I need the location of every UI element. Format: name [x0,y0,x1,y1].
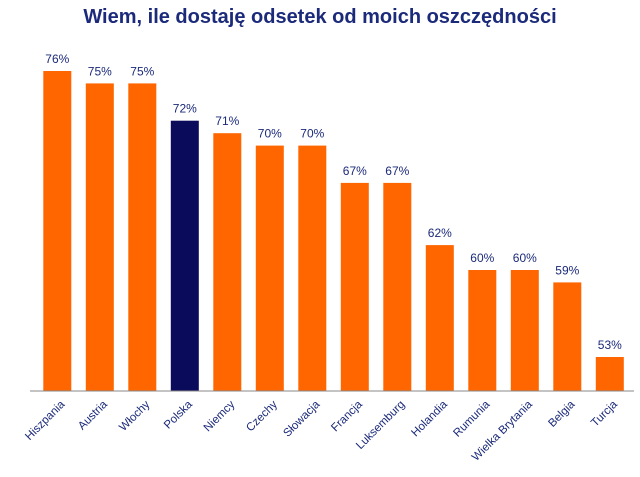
value-label: 59% [555,263,579,277]
value-label: 67% [343,164,367,178]
category-label: Hiszpania [23,398,68,443]
value-label: 75% [130,64,154,78]
bar-belgia [553,282,582,391]
bar-włochy [128,83,157,392]
bar-wielka-brytania [510,270,539,391]
category-label: Polska [162,398,195,431]
category-label: Włochy [117,398,152,433]
bar-hiszpania [43,71,72,391]
value-label: 71% [215,114,239,128]
value-label: 62% [428,226,452,240]
bar-francja [340,182,369,391]
value-label: 60% [470,251,494,265]
bar-luksemburg [383,182,412,391]
category-label: Słowacja [281,398,322,439]
value-label: 70% [300,127,324,141]
value-label: 72% [173,102,197,116]
value-label: 67% [385,164,409,178]
bar-austria [85,83,114,392]
category-label: Turcja [589,398,620,429]
value-label: 60% [513,251,537,265]
category-label: Rumunia [451,398,492,439]
category-labels-group: Hiszpania Austria Włochy Polska Niemcy Czechy… [23,398,620,463]
value-label: 53% [598,338,622,352]
bar-słowacja [298,145,327,391]
category-label: Niemcy [202,398,238,434]
value-label: 70% [258,127,282,141]
category-label: Czechy [244,398,280,434]
value-label: 75% [88,64,112,78]
bar-czechy [255,145,284,391]
category-label: Austria [76,398,110,432]
bars-group [43,71,624,392]
chart-title: Wiem, ile dostaję odsetek od moich oszcz… [83,6,557,28]
value-label: 76% [45,52,69,66]
bar-holandia [425,245,454,391]
bar-rumunia [468,270,497,391]
category-label: Holandia [409,398,450,439]
value-labels-group: 76% 75% 75% 72% 71% 70% 70% 67% 67% 62% 60% 60% 59% 5… [45,52,622,352]
category-label: Francja [329,398,365,434]
bar-turcja [595,357,624,391]
bar-niemcy [213,133,242,391]
bar-polska [170,120,199,391]
category-label: Belgia [546,398,578,430]
